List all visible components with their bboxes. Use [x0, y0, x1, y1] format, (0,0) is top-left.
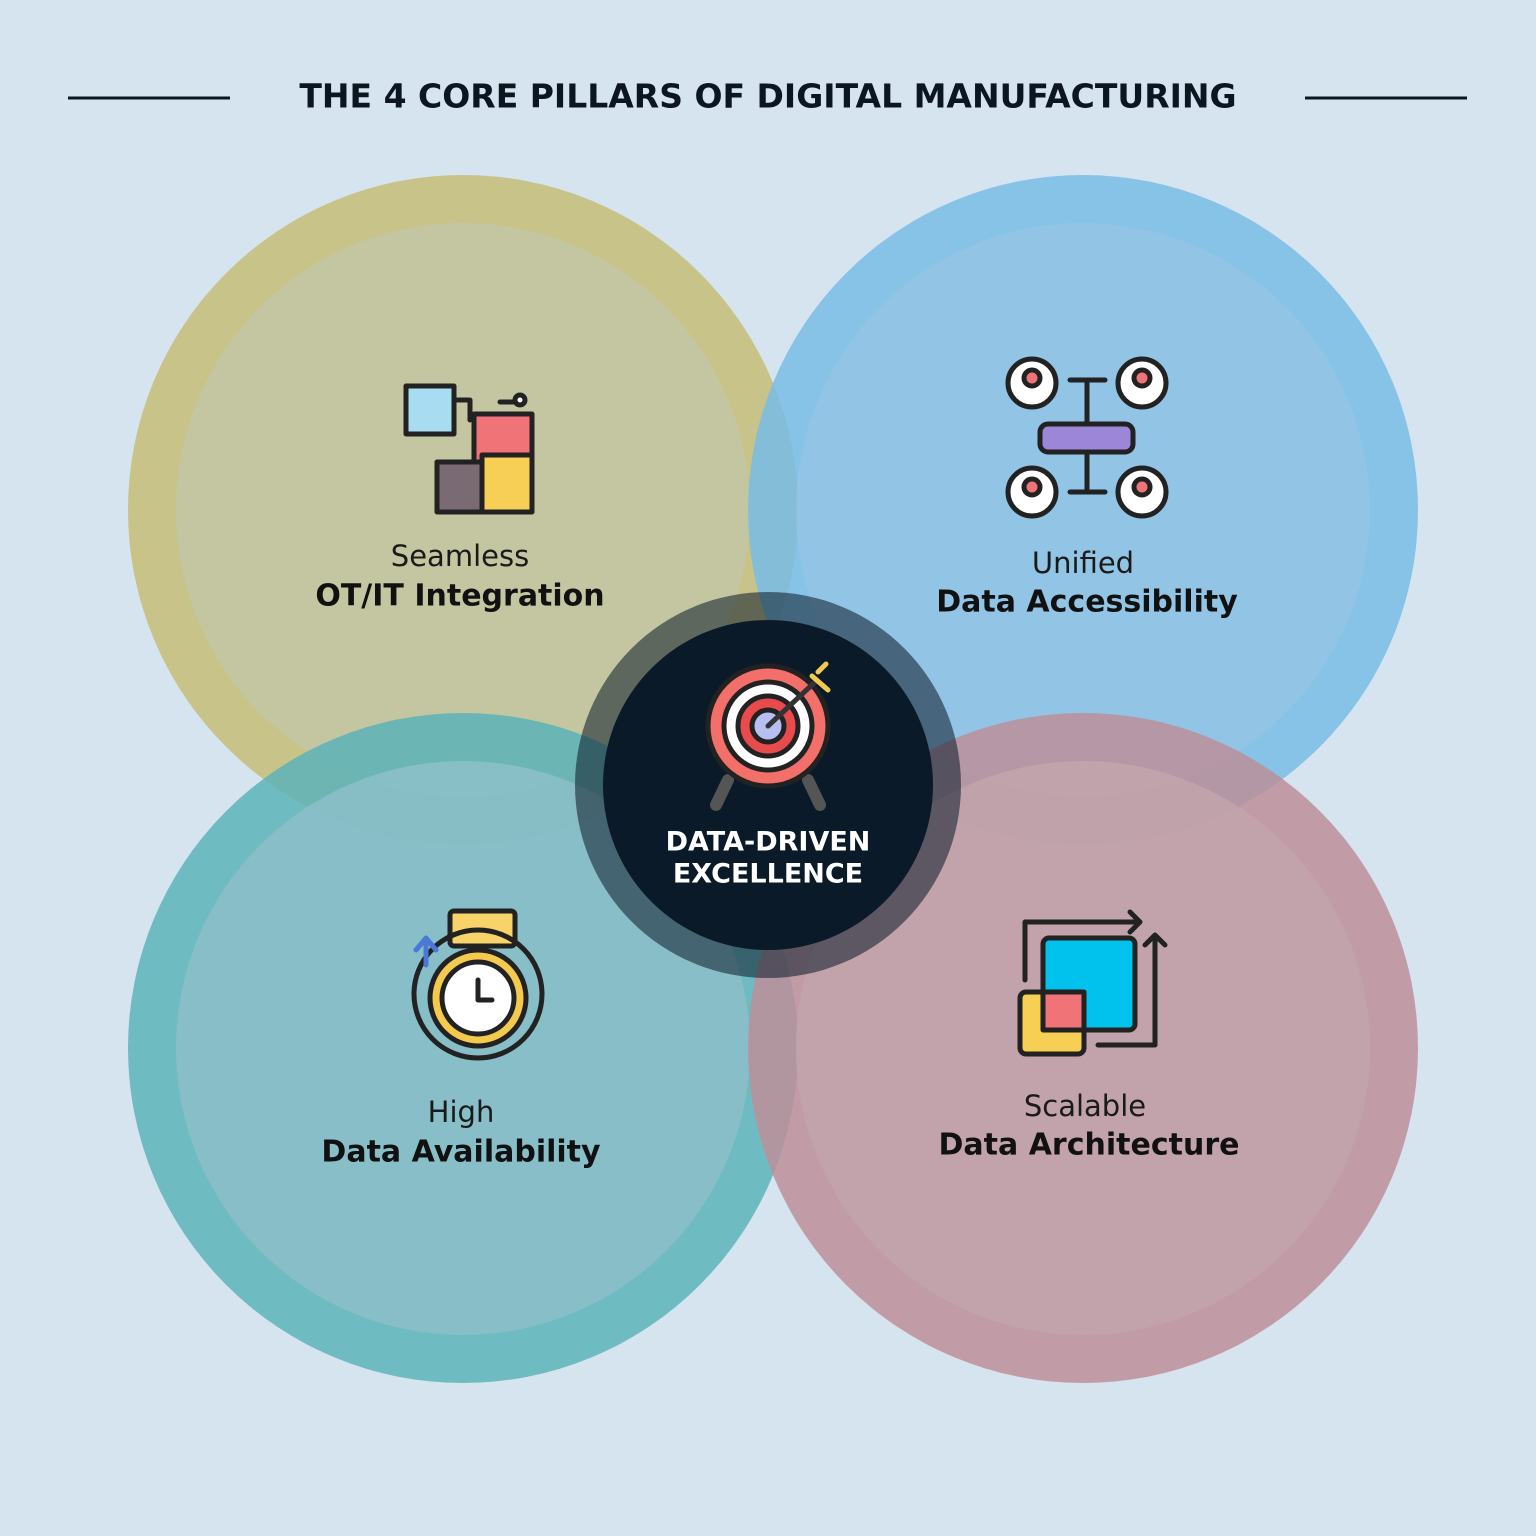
scale-icon — [1017, 909, 1168, 1057]
network-icon — [1005, 356, 1169, 519]
pillar-qualifier: Scalable — [1024, 1089, 1146, 1123]
pillar-label: Data Architecture — [939, 1128, 1240, 1163]
title: THE 4 CORE PILLARS OF DIGITAL MANUFACTUR… — [299, 77, 1236, 116]
center-label: DATA-DRIVEN — [666, 827, 871, 858]
puzzle-icon — [403, 383, 535, 515]
circle-blue-inner — [796, 223, 1370, 797]
pillar-label: OT/IT Integration — [315, 579, 604, 614]
circle-teal-inner — [176, 761, 750, 1335]
clock-icon — [411, 908, 545, 1061]
pillar-qualifier: Unified — [1032, 546, 1134, 580]
center-label: EXCELLENCE — [673, 859, 863, 890]
pillar-qualifier: Seamless — [391, 539, 529, 573]
pillar-qualifier: High — [428, 1095, 495, 1129]
pillar-label: Data Accessibility — [936, 585, 1238, 620]
target-icon — [705, 661, 831, 811]
pillar-label: Data Availability — [321, 1135, 601, 1170]
